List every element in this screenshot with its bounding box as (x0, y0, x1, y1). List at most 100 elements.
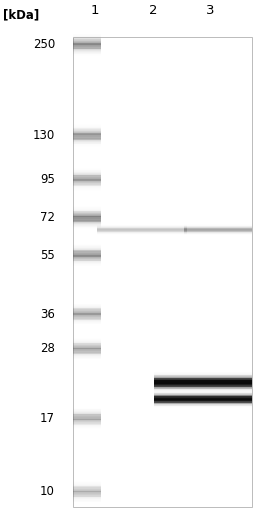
FancyBboxPatch shape (73, 135, 101, 137)
FancyBboxPatch shape (73, 41, 101, 43)
FancyBboxPatch shape (184, 230, 252, 232)
FancyBboxPatch shape (73, 139, 101, 141)
FancyBboxPatch shape (73, 180, 101, 182)
FancyBboxPatch shape (73, 141, 101, 143)
Text: 3: 3 (206, 4, 214, 17)
FancyBboxPatch shape (73, 418, 101, 419)
FancyBboxPatch shape (73, 180, 101, 182)
FancyBboxPatch shape (73, 486, 101, 488)
FancyBboxPatch shape (73, 494, 101, 496)
FancyBboxPatch shape (154, 375, 252, 376)
FancyBboxPatch shape (73, 254, 101, 256)
FancyBboxPatch shape (73, 259, 101, 261)
FancyBboxPatch shape (154, 379, 252, 380)
Text: 36: 36 (40, 308, 55, 320)
FancyBboxPatch shape (73, 172, 101, 174)
FancyBboxPatch shape (73, 38, 101, 40)
FancyBboxPatch shape (73, 250, 101, 253)
FancyBboxPatch shape (154, 395, 252, 396)
FancyBboxPatch shape (73, 488, 101, 490)
FancyBboxPatch shape (73, 414, 101, 416)
FancyBboxPatch shape (73, 43, 101, 45)
FancyBboxPatch shape (154, 387, 252, 388)
FancyBboxPatch shape (154, 376, 252, 378)
FancyBboxPatch shape (154, 402, 252, 403)
FancyBboxPatch shape (97, 227, 187, 228)
FancyBboxPatch shape (73, 317, 101, 319)
FancyBboxPatch shape (73, 213, 101, 215)
FancyBboxPatch shape (97, 230, 187, 231)
FancyBboxPatch shape (73, 174, 101, 176)
FancyBboxPatch shape (97, 230, 187, 231)
FancyBboxPatch shape (97, 228, 187, 229)
FancyBboxPatch shape (73, 45, 101, 47)
Text: 95: 95 (40, 173, 55, 186)
FancyBboxPatch shape (73, 129, 101, 130)
FancyBboxPatch shape (73, 176, 101, 178)
FancyBboxPatch shape (73, 222, 101, 223)
FancyBboxPatch shape (154, 388, 252, 390)
FancyBboxPatch shape (154, 377, 252, 379)
FancyBboxPatch shape (73, 257, 101, 259)
FancyBboxPatch shape (154, 395, 252, 396)
FancyBboxPatch shape (73, 249, 101, 251)
FancyBboxPatch shape (73, 345, 101, 347)
FancyBboxPatch shape (73, 215, 101, 217)
FancyBboxPatch shape (73, 496, 101, 498)
FancyBboxPatch shape (73, 489, 101, 491)
FancyBboxPatch shape (73, 415, 101, 417)
FancyBboxPatch shape (184, 229, 252, 230)
FancyBboxPatch shape (73, 309, 101, 311)
FancyBboxPatch shape (154, 385, 252, 387)
FancyBboxPatch shape (73, 349, 101, 351)
FancyBboxPatch shape (154, 381, 252, 382)
FancyBboxPatch shape (73, 260, 101, 262)
FancyBboxPatch shape (73, 216, 101, 218)
FancyBboxPatch shape (73, 248, 101, 250)
FancyBboxPatch shape (73, 47, 101, 49)
FancyBboxPatch shape (73, 316, 101, 318)
FancyBboxPatch shape (73, 421, 101, 423)
FancyBboxPatch shape (73, 258, 101, 260)
FancyBboxPatch shape (73, 259, 101, 260)
FancyBboxPatch shape (154, 397, 252, 398)
FancyBboxPatch shape (73, 256, 101, 257)
Text: 10: 10 (40, 486, 55, 498)
FancyBboxPatch shape (184, 230, 252, 231)
FancyBboxPatch shape (73, 48, 101, 50)
FancyBboxPatch shape (73, 412, 101, 414)
FancyBboxPatch shape (73, 38, 101, 39)
FancyBboxPatch shape (73, 181, 101, 183)
FancyBboxPatch shape (154, 400, 252, 401)
FancyBboxPatch shape (97, 229, 187, 230)
FancyBboxPatch shape (73, 487, 101, 488)
FancyBboxPatch shape (73, 49, 101, 51)
FancyBboxPatch shape (97, 230, 187, 232)
FancyBboxPatch shape (73, 37, 252, 507)
FancyBboxPatch shape (154, 400, 252, 401)
FancyBboxPatch shape (73, 212, 101, 214)
Text: 55: 55 (40, 249, 55, 261)
FancyBboxPatch shape (97, 232, 187, 233)
FancyBboxPatch shape (73, 346, 101, 349)
FancyBboxPatch shape (184, 232, 252, 233)
FancyBboxPatch shape (73, 348, 101, 350)
FancyBboxPatch shape (73, 343, 101, 344)
FancyBboxPatch shape (73, 136, 101, 138)
FancyBboxPatch shape (73, 132, 101, 134)
FancyBboxPatch shape (73, 184, 101, 185)
FancyBboxPatch shape (154, 404, 252, 405)
FancyBboxPatch shape (154, 396, 252, 398)
FancyBboxPatch shape (73, 223, 101, 225)
FancyBboxPatch shape (154, 386, 252, 388)
FancyBboxPatch shape (73, 138, 101, 140)
FancyBboxPatch shape (73, 495, 101, 497)
Text: 250: 250 (33, 38, 55, 51)
FancyBboxPatch shape (73, 39, 101, 41)
FancyBboxPatch shape (73, 492, 101, 494)
FancyBboxPatch shape (73, 312, 101, 314)
FancyBboxPatch shape (73, 214, 101, 216)
FancyBboxPatch shape (73, 129, 101, 131)
FancyBboxPatch shape (184, 228, 252, 229)
FancyBboxPatch shape (184, 226, 252, 227)
